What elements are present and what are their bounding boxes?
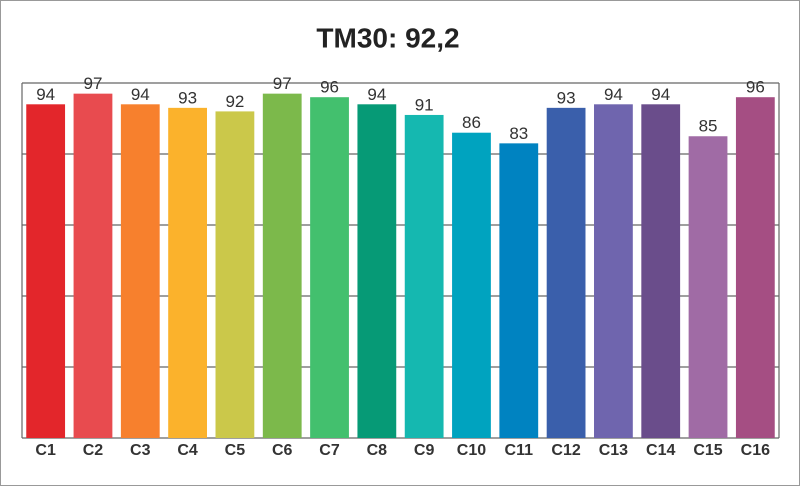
x-tick-label: C12	[551, 442, 580, 459]
bar	[499, 143, 539, 438]
x-tick-label: C7	[319, 442, 340, 459]
value-label: 85	[699, 117, 718, 136]
x-tick-label: C6	[272, 442, 293, 459]
value-label: 96	[320, 78, 339, 97]
x-tick-label: C8	[367, 442, 388, 459]
bar	[546, 107, 586, 438]
x-tick-label: C10	[457, 442, 486, 459]
x-tick-label: C9	[414, 442, 435, 459]
value-label: 93	[178, 88, 197, 107]
x-tick-label: C2	[83, 442, 104, 459]
bar	[215, 111, 255, 439]
bar	[310, 97, 349, 438]
value-label: 96	[746, 78, 765, 97]
value-label: 94	[131, 85, 150, 104]
value-label: 86	[462, 113, 481, 132]
bar	[120, 104, 160, 439]
x-tick-label: C3	[130, 442, 151, 459]
value-label: 92	[225, 92, 244, 111]
x-tick-label: C5	[225, 442, 246, 459]
bar	[594, 104, 633, 439]
bar	[688, 136, 728, 438]
x-tick-label: C11	[505, 442, 534, 459]
x-tick-label: C15	[693, 442, 722, 459]
bar	[168, 107, 207, 438]
value-label: 97	[273, 74, 292, 93]
value-label: 94	[651, 85, 670, 104]
x-tick-label: C13	[599, 442, 628, 459]
x-tick-label: C16	[741, 442, 770, 459]
bar	[641, 104, 681, 439]
bar	[73, 93, 113, 439]
value-label: 94	[367, 85, 386, 104]
bar	[735, 97, 775, 438]
value-label: 94	[604, 85, 623, 104]
bar	[452, 132, 491, 438]
chart-title: TM30: 92,2	[316, 22, 459, 53]
bar	[26, 104, 66, 439]
value-label: 93	[557, 88, 576, 107]
x-tick-label: C1	[35, 442, 56, 459]
x-tick-label: C4	[177, 442, 198, 459]
value-label: 83	[509, 124, 528, 143]
value-label: 97	[84, 74, 103, 93]
x-tick-label: C14	[646, 442, 675, 459]
value-label: 91	[415, 95, 434, 114]
bar	[357, 104, 397, 439]
value-label: 94	[36, 85, 55, 104]
bar	[262, 93, 302, 439]
bar	[404, 114, 444, 438]
